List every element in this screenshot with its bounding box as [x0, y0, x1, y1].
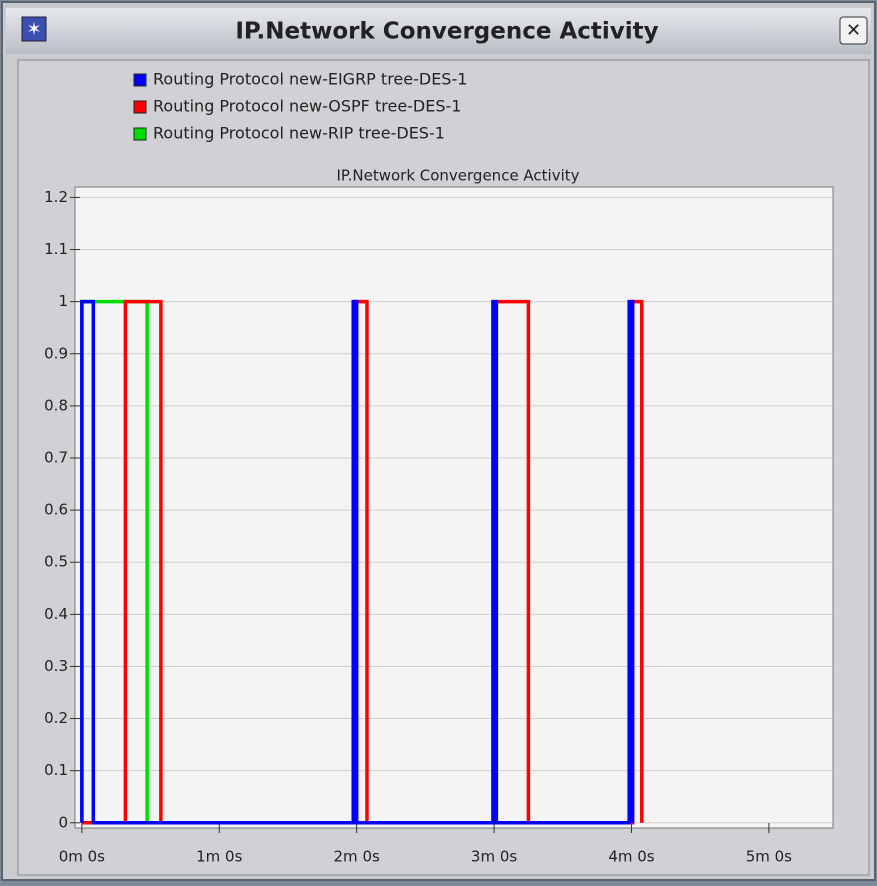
y-tick-label: 0.9 [44, 344, 68, 362]
legend-swatch [133, 100, 147, 114]
x-tick-label: 5m 0s [746, 848, 792, 866]
window-icon [21, 16, 47, 42]
x-tick-label: 2m 0s [334, 848, 380, 866]
y-tick-label: 0.5 [44, 553, 68, 571]
y-tick-label: 0.8 [44, 396, 68, 414]
y-tick-label: 0.7 [44, 448, 68, 466]
x-tick-label: 1m 0s [196, 848, 242, 866]
x-tick-label: 3m 0s [471, 848, 517, 866]
title-bar [6, 8, 871, 54]
window-icon-star: ✶ [26, 19, 41, 40]
legend-label: Routing Protocol new-EIGRP tree-DES-1 [153, 70, 467, 89]
y-tick-label: 0.3 [44, 657, 68, 675]
legend-swatch [133, 127, 147, 141]
y-tick-label: 0.1 [44, 761, 68, 779]
close-button[interactable] [839, 16, 868, 45]
y-tick-label: 0 [58, 813, 68, 831]
chart-title: IP.Network Convergence Activity [336, 167, 579, 185]
legend-label: Routing Protocol new-RIP tree-DES-1 [153, 124, 445, 143]
x-tick-label: 4m 0s [608, 848, 654, 866]
y-tick-label: 1.1 [44, 240, 68, 258]
series-line [80, 299, 635, 825]
plot-area [74, 186, 834, 829]
legend-swatch [133, 73, 147, 87]
x-tick-label: 0m 0s [59, 848, 105, 866]
legend-label: Routing Protocol new-OSPF tree-DES-1 [153, 97, 461, 116]
y-tick-label: 0.4 [44, 605, 68, 623]
y-tick-label: 0.6 [44, 501, 68, 519]
y-tick-label: 1 [58, 292, 68, 310]
y-tick-label: 0.2 [44, 709, 68, 727]
close-icon[interactable]: ✕ [846, 20, 861, 41]
window-title: IP.Network Convergence Activity [235, 19, 658, 45]
y-tick-label: 1.2 [44, 188, 68, 206]
